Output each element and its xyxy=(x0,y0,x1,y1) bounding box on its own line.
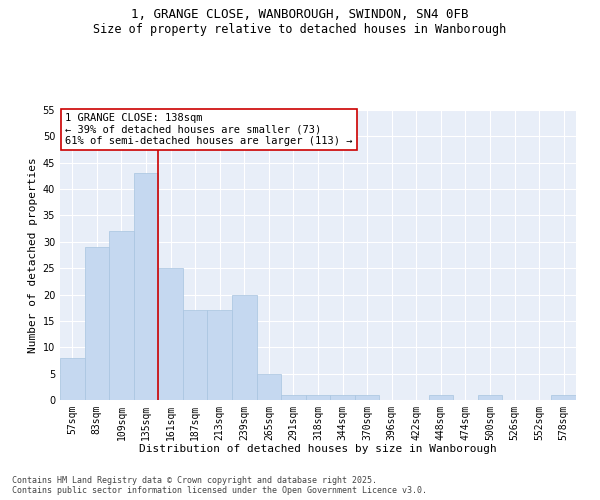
Bar xyxy=(60,358,85,400)
Text: Size of property relative to detached houses in Wanborough: Size of property relative to detached ho… xyxy=(94,22,506,36)
Bar xyxy=(208,310,232,400)
Bar xyxy=(85,247,109,400)
Bar xyxy=(306,394,330,400)
Bar xyxy=(109,232,134,400)
Bar xyxy=(134,174,158,400)
Bar xyxy=(428,394,453,400)
Text: 1 GRANGE CLOSE: 138sqm
← 39% of detached houses are smaller (73)
61% of semi-det: 1 GRANGE CLOSE: 138sqm ← 39% of detached… xyxy=(65,113,353,146)
Bar xyxy=(281,394,306,400)
Bar xyxy=(232,294,257,400)
X-axis label: Distribution of detached houses by size in Wanborough: Distribution of detached houses by size … xyxy=(139,444,497,454)
Bar xyxy=(257,374,281,400)
Bar xyxy=(158,268,183,400)
Bar xyxy=(478,394,502,400)
Bar xyxy=(355,394,379,400)
Bar xyxy=(551,394,576,400)
Text: Contains HM Land Registry data © Crown copyright and database right 2025.
Contai: Contains HM Land Registry data © Crown c… xyxy=(12,476,427,495)
Bar xyxy=(183,310,208,400)
Text: 1, GRANGE CLOSE, WANBOROUGH, SWINDON, SN4 0FB: 1, GRANGE CLOSE, WANBOROUGH, SWINDON, SN… xyxy=(131,8,469,20)
Y-axis label: Number of detached properties: Number of detached properties xyxy=(28,157,38,353)
Bar xyxy=(330,394,355,400)
